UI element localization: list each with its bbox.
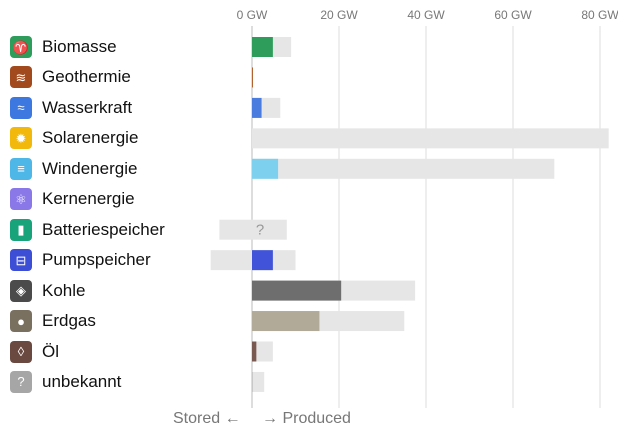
produced-bar [252,250,273,271]
category-label: Kernenergie [42,189,135,209]
category-label: Kohle [42,280,86,300]
category-label: unbekannt [42,371,122,391]
wind-icon: ≡ [10,157,32,180]
capacity-stored-bar [219,219,252,240]
unknown-icon: ? [10,370,32,393]
coal-icon: ◈ [10,279,32,302]
category-label: Windenergie [42,158,138,178]
capacity-bar [252,341,273,362]
produced-bar [252,37,273,57]
category-label: Geothermie [42,67,131,87]
footer-produced-label: → Produced [262,410,351,427]
produced-bar [252,311,320,332]
biomass-icon: ♈ [10,36,32,58]
category-label: Wasserkraft [42,97,133,117]
solar-icon: ✹ [10,127,32,150]
capacity-bar [252,219,287,240]
battery-icon: ▮ [10,218,32,241]
footer-stored-label: Stored ← [173,410,241,427]
x-tick-label: 0 GW [236,8,268,22]
produced-bar [252,280,342,301]
capacity-bar [252,371,265,392]
hydro-icon: ≈ [10,96,32,119]
category-label: Batteriespeicher [42,219,165,239]
produced-bar [252,158,279,179]
category-label: Öl [42,341,59,361]
nuclear-icon: ⚛ [10,188,32,211]
capacity-stored-bar [210,250,252,271]
produced-bar [252,371,253,392]
geothermal-icon: ≋ [10,66,32,89]
x-tick-label: 40 GW [407,8,445,22]
pumped-storage-icon: ⊟ [10,249,32,272]
x-tick-label: 20 GW [320,8,358,22]
oil-icon: ◊ [10,340,32,363]
gas-icon: ● [10,310,32,333]
capacity-bar [252,128,609,149]
produced-bar [252,67,253,88]
category-label: Biomasse [42,37,117,56]
unknown-value-marker: ? [256,222,264,239]
x-tick-label: 60 GW [494,8,532,22]
category-label: Erdgas [42,311,96,331]
category-label: Solarenergie [42,128,139,148]
produced-bar [252,97,262,118]
x-tick-label: 80 GW [581,8,618,22]
produced-bar [252,341,257,362]
category-label: Pumpspeicher [42,250,151,270]
capacity-bar [252,158,555,179]
